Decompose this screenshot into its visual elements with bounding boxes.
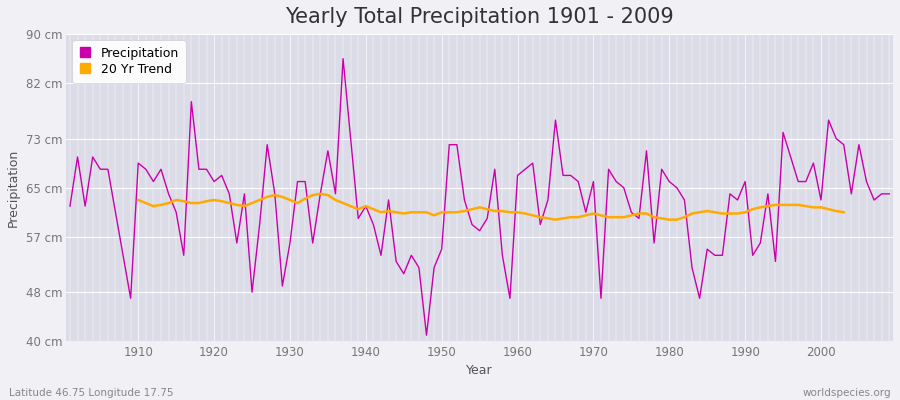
Text: worldspecies.org: worldspecies.org xyxy=(803,388,891,398)
X-axis label: Year: Year xyxy=(466,364,493,377)
Text: Latitude 46.75 Longitude 17.75: Latitude 46.75 Longitude 17.75 xyxy=(9,388,174,398)
Legend: Precipitation, 20 Yr Trend: Precipitation, 20 Yr Trend xyxy=(72,40,185,82)
Y-axis label: Precipitation: Precipitation xyxy=(7,148,20,227)
Title: Yearly Total Precipitation 1901 - 2009: Yearly Total Precipitation 1901 - 2009 xyxy=(285,7,674,27)
